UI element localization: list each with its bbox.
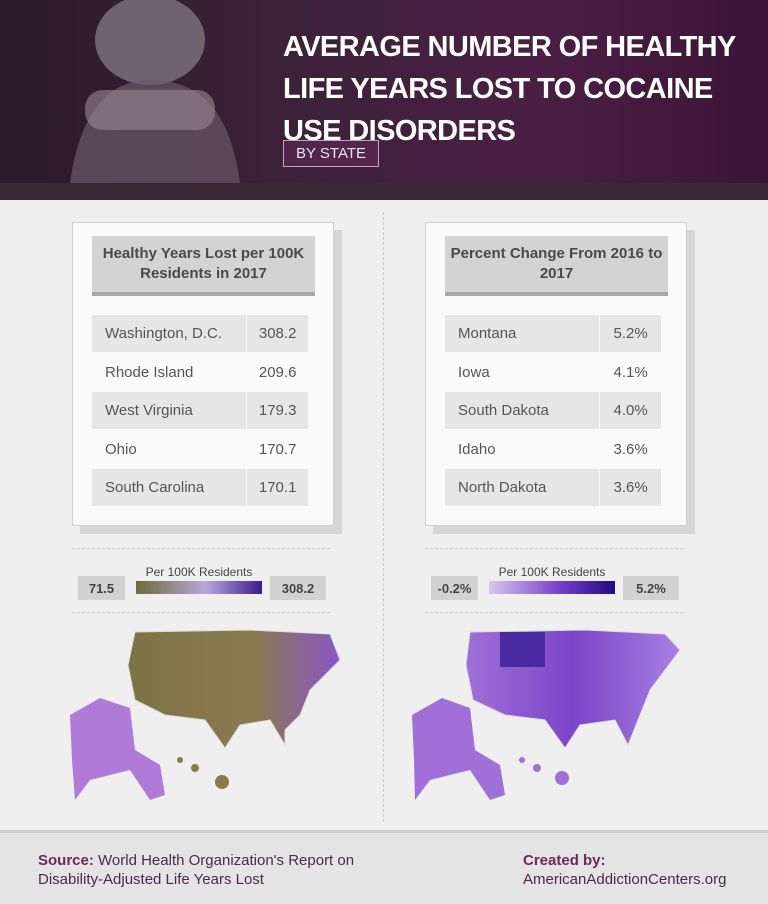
state-value: 170.1 — [246, 469, 308, 506]
table-row: Ohio 170.7 — [92, 430, 308, 468]
table-row: West Virginia 179.3 — [92, 392, 308, 429]
legend-gradient — [136, 581, 262, 594]
state-name: South Dakota — [458, 402, 549, 419]
table-title: Percent Change From 2016 to 2017 — [445, 236, 668, 296]
state-name: Rhode Island — [105, 363, 194, 381]
state-name: Idaho — [458, 440, 496, 458]
state-value: 4.0% — [599, 392, 661, 429]
table-row: Rhode Island 209.6 — [92, 353, 308, 391]
header: AVERAGE NUMBER OF HEALTHY LIFE YEARS LOS… — [0, 0, 768, 183]
table-row: Iowa 4.1% — [445, 353, 661, 391]
state-value: 308.2 — [246, 315, 308, 352]
subtitle: BY STATE — [283, 140, 380, 167]
state-name: Montana — [458, 325, 517, 342]
separator — [72, 548, 330, 549]
legend-max: 5.2% — [623, 576, 679, 600]
table-row: Montana 5.2% — [445, 315, 661, 352]
source-text: World Health Organization's Report on Di… — [38, 852, 355, 888]
divider — [383, 212, 384, 822]
footer: Source: World Health Organization's Repo… — [0, 830, 768, 904]
state-name: West Virginia — [105, 402, 193, 419]
table-row: Washington, D.C. 308.2 — [92, 315, 308, 352]
state-name: Ohio — [105, 440, 137, 458]
header-strip — [0, 183, 768, 200]
state-value: 3.6% — [599, 430, 661, 468]
separator — [425, 548, 683, 549]
legend-min: 71.5 — [78, 576, 125, 600]
state-value: 3.6% — [599, 469, 661, 506]
legend-min: -0.2% — [431, 576, 478, 600]
credit-site: AmericanAddictionCenters.org — [523, 871, 727, 888]
state-value: 5.2% — [599, 315, 661, 352]
legend-gradient — [489, 581, 615, 594]
state-value: 209.6 — [246, 353, 308, 391]
source-label: Source: — [38, 852, 94, 869]
state-value: 4.1% — [599, 353, 661, 391]
legend-max: 308.2 — [270, 576, 326, 600]
state-name: Iowa — [458, 363, 490, 381]
title: AVERAGE NUMBER OF HEALTHY LIFE YEARS LOS… — [283, 31, 736, 147]
separator — [425, 612, 683, 613]
table-row: South Dakota 4.0% — [445, 392, 661, 429]
header-image — [70, 0, 240, 183]
table-row: North Dakota 3.6% — [445, 469, 661, 506]
state-name: South Carolina — [105, 479, 205, 496]
legend-label: Per 100K Residents — [498, 565, 606, 579]
table-row: South Carolina 170.1 — [92, 469, 308, 506]
maps — [70, 629, 681, 800]
map-right — [412, 629, 681, 800]
state-value: 179.3 — [246, 392, 308, 429]
credit: Created by: AmericanAddictionCenters.org — [523, 851, 753, 889]
source: Source: World Health Organization's Repo… — [38, 851, 378, 889]
map-left — [70, 629, 341, 800]
table-title: Healthy Years Lost per 100K Residents in… — [92, 236, 315, 296]
table-card: Percent Change From 2016 to 2017 Montana 5… — [425, 222, 687, 526]
table-row: Idaho 3.6% — [445, 430, 661, 468]
legend-label: Per 100K Residents — [145, 565, 253, 579]
separator — [72, 612, 330, 613]
credit-label: Created by: — [523, 852, 606, 869]
state-name: Washington, D.C. — [105, 325, 222, 342]
state-value: 170.7 — [246, 430, 308, 468]
state-name: North Dakota — [458, 479, 547, 496]
table-card: Healthy Years Lost per 100K Residents in… — [72, 222, 334, 526]
